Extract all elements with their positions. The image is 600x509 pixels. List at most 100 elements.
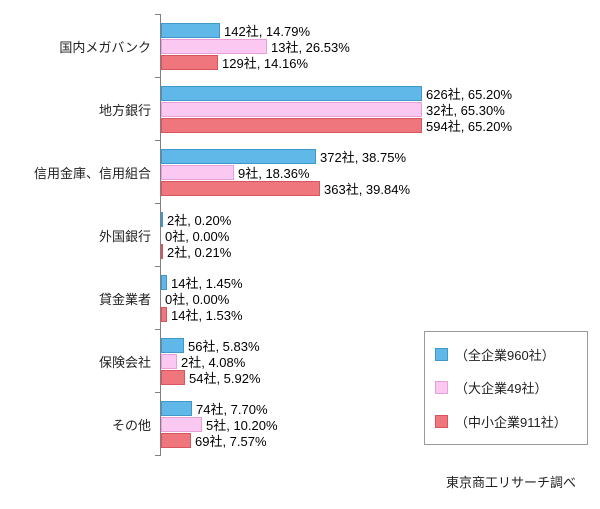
bar-value-label: 54社, 5.92% [189,370,261,386]
bar-value-label: 14社, 1.53% [171,307,243,323]
source-note: 東京商工リサーチ調べ [446,475,577,490]
bar-value-label: 363社, 39.84% [324,181,411,197]
bar-row: 372社, 38.75% [161,148,410,165]
bar-value-label: 56社, 5.83% [188,338,260,354]
legend-label: （中小企業911社） [455,414,567,430]
bar-value-label: 142社, 14.79% [224,23,311,39]
bar-row: 13社, 26.53% [161,38,350,55]
axis-tick [155,203,160,204]
bar-group: その他 74社, 7.70% 5社, 10.20% 69社, 7.57% [0,400,512,449]
bar-row: 0社, 0.00% [161,227,231,244]
legend-item-large-companies: （大企業49社） [435,378,577,397]
legend-swatch-large-companies [435,381,448,395]
bar-large-companies [161,416,202,432]
bar-cluster: 14社, 1.45% 0社, 0.00% 14社, 1.53% [160,274,243,323]
bar-row: 56社, 5.83% [161,337,261,354]
category-label: 保険会社 [98,354,151,370]
bar-all-companies [161,85,422,101]
bar-value-label: 2社, 0.21% [167,244,232,260]
bar-large-companies [161,101,422,117]
bar-group: 保険会社 56社, 5.83% 2社, 4.08% 54社, 5.92% [0,337,512,386]
bar-row: 14社, 1.53% [161,306,243,323]
bar-cluster: 2社, 0.20% 0社, 0.00% 2社, 0.21% [160,211,232,260]
plot-area: 国内メガバンク 142社, 14.79% 13社, 26.53% 129社, 14.1… [0,22,512,463]
bar-large-companies [161,38,267,54]
bar-row: 14社, 1.45% [161,274,243,291]
bar-sme-companies [161,369,185,385]
bar-cluster: 56社, 5.83% 2社, 4.08% 54社, 5.92% [160,337,261,386]
axis-tick [155,455,160,456]
legend-item-sme-companies: （中小企業911社） [435,412,577,431]
bar-row: 142社, 14.79% [161,22,350,39]
axis-tick [155,14,160,15]
bar-value-label: 626社, 65.20% [426,86,513,102]
bar-row: 69社, 7.57% [161,432,278,449]
bar-group: 地方銀行 626社, 65.20% 32社, 65.30% 594社, 65.20% [0,85,513,134]
bar-large-companies [161,164,234,180]
legend: （全企業960社） （大企業49社） （中小企業911社） [424,331,588,445]
bar-row: 54社, 5.92% [161,369,261,386]
axis-tick [155,266,160,267]
legend-swatch-all-companies [435,348,448,362]
bar-row: 363社, 39.84% [161,180,411,197]
bar-value-label: 9社, 18.36% [238,165,310,181]
bar-all-companies [161,22,220,38]
category-label: 国内メガバンク [59,39,151,55]
category-label: 貸金業者 [98,291,151,307]
bar-row: 2社, 4.08% [161,353,261,370]
bar-cluster: 142社, 14.79% 13社, 26.53% 129社, 14.16% [160,22,350,71]
bar-row: 129社, 14.16% [161,54,350,71]
bar-value-label: 594社, 65.20% [426,118,513,134]
bar-all-companies [161,148,316,164]
bar-sme-companies [161,432,191,448]
bar-value-label: 372社, 38.75% [320,149,407,165]
legend-item-all-companies: （全企業960社） [435,345,577,364]
legend-label: （大企業49社） [455,381,548,397]
bar-cluster: 372社, 38.75% 9社, 18.36% 363社, 39.84% [160,148,411,197]
axis-tick [155,140,160,141]
bar-row: 2社, 0.21% [161,243,232,260]
bar-sme-companies [161,117,422,133]
bar-value-label: 5社, 10.20% [206,417,278,433]
y-axis-line [155,14,161,456]
bar-group: 外国銀行 2社, 0.20% 0社, 0.00% 2社, 0.21% [0,211,512,260]
bar-row: 9社, 18.36% [161,164,410,181]
bar-all-companies [161,337,184,353]
bar-value-label: 14社, 1.45% [171,275,243,291]
bar-value-label: 0社, 0.00% [165,291,230,307]
bar-row: 0社, 0.00% [161,290,243,307]
bar-row: 594社, 65.20% [161,117,513,134]
bar-group: 貸金業者 14社, 1.45% 0社, 0.00% 14社, 1.53% [0,274,512,323]
bar-sme-companies [161,180,320,196]
bar-value-label: 32社, 65.30% [426,102,505,118]
bar-value-label: 0社, 0.00% [165,228,230,244]
bar-cluster: 626社, 65.20% 32社, 65.30% 594社, 65.20% [160,85,513,134]
bar-cluster: 74社, 7.70% 5社, 10.20% 69社, 7.57% [160,400,278,449]
axis-tick [155,329,160,330]
bar-value-label: 74社, 7.70% [196,401,268,417]
bar-sme-companies [161,54,218,70]
bar-value-label: 2社, 4.08% [181,354,246,370]
bar-group: 信用金庫、信用組合 372社, 38.75% 9社, 18.36% 363社, 39.… [0,148,512,197]
bar-large-companies [161,353,177,369]
legend-label: （全企業960社） [455,348,555,364]
legend-swatch-sme-companies [435,414,448,428]
bar-row: 5社, 10.20% [161,416,278,433]
category-label: その他 [111,417,151,433]
bar-row: 626社, 65.20% [161,85,513,102]
axis-tick [155,77,160,78]
bar-row: 32社, 65.30% [161,101,512,118]
bar-value-label: 13社, 26.53% [271,39,350,55]
bar-value-label: 129社, 14.16% [222,55,309,71]
category-label: 外国銀行 [98,228,151,244]
bar-sme-companies [161,306,167,322]
category-label: 地方銀行 [98,102,151,118]
bar-all-companies [161,274,167,290]
axis-tick [155,392,160,393]
bar-all-companies [161,211,163,227]
bar-sme-companies [161,243,163,259]
bar-row: 74社, 7.70% [161,400,278,417]
bar-all-companies [161,400,192,416]
bar-group: 国内メガバンク 142社, 14.79% 13社, 26.53% 129社, 14.1… [0,22,512,71]
